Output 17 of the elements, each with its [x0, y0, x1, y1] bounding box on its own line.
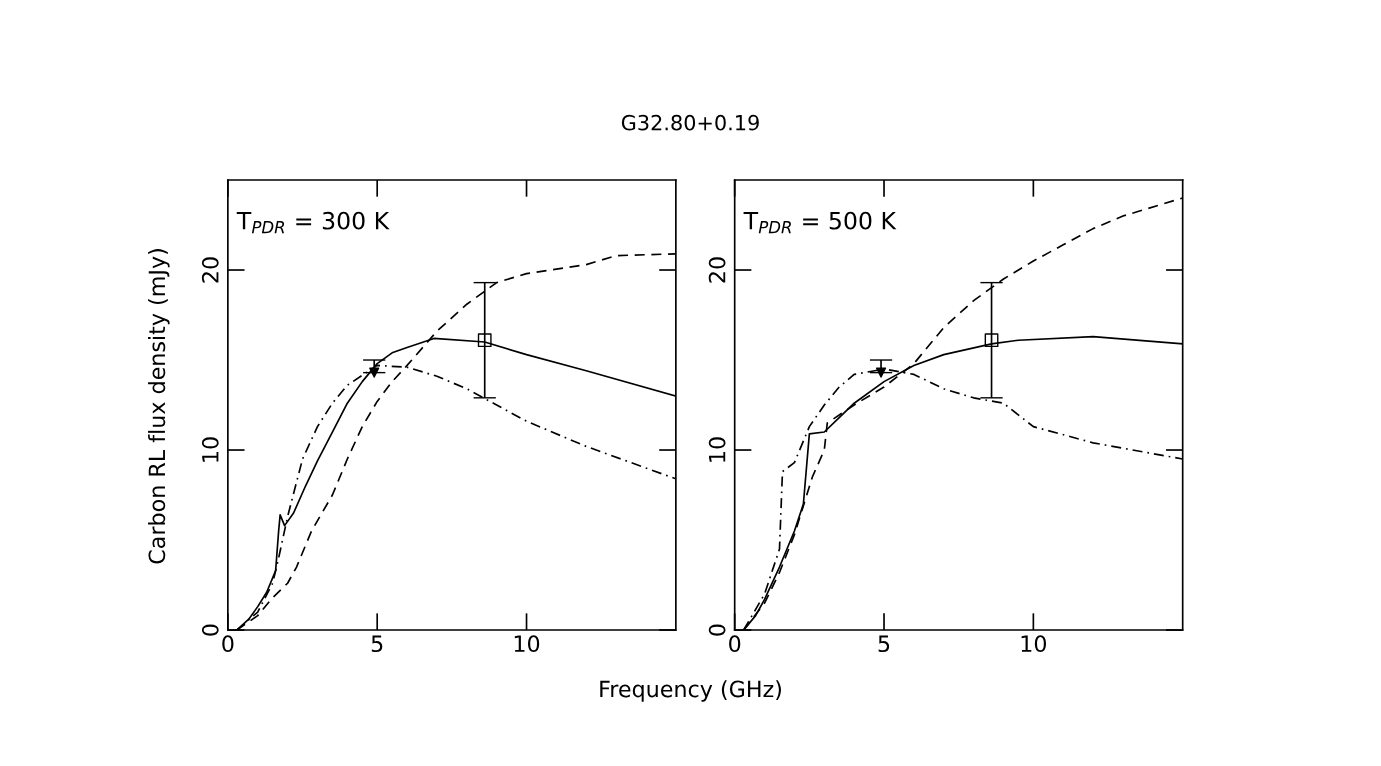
y-tick-label: 0 [201, 624, 219, 636]
x-tick-label: 5 [371, 635, 383, 653]
y-tick-label: 10 [708, 437, 726, 462]
y-tick-label: 10 [201, 437, 219, 462]
x-tick-label: 10 [1021, 635, 1047, 653]
annotation: T$_{PDR}$ = 300 K [236, 211, 390, 234]
y-tick-label: 20 [201, 257, 219, 283]
y-tick-label: 20 [708, 257, 726, 283]
x-tick-label: 0 [729, 635, 741, 653]
y-axis-title: Carbon RL flux density (mJy) [148, 249, 170, 564]
y-tick-label: 0 [708, 624, 726, 636]
x-tick-label: 0 [222, 635, 234, 653]
annotation: T$_{PDR}$ = 500 K [743, 211, 897, 234]
x-tick-label: 10 [514, 635, 540, 653]
x-axis-title: Frequency (GHz) [600, 680, 781, 702]
chart-title: G32.80+0.19 [621, 114, 759, 131]
x-tick-label: 5 [878, 635, 890, 653]
